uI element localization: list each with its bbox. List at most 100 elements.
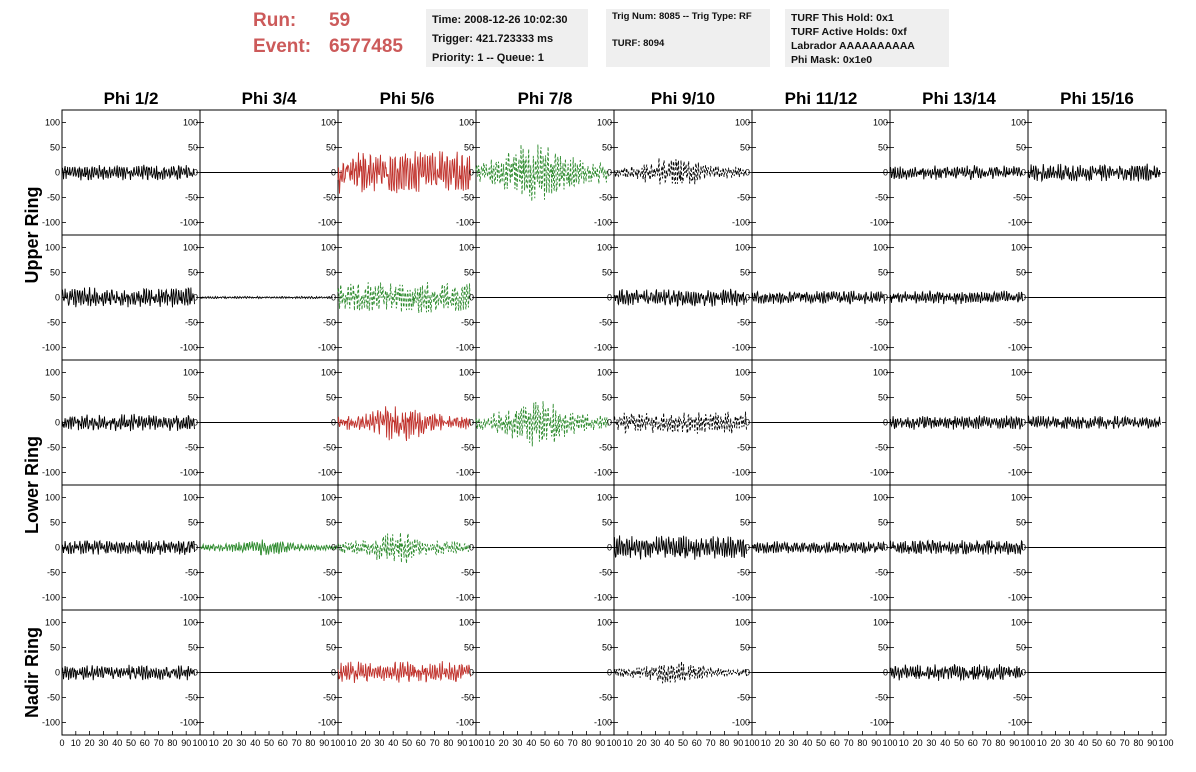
y-tick-label: -100 (42, 468, 60, 478)
column-label: Phi 11/12 (785, 89, 858, 108)
row-label: Lower Ring (22, 436, 42, 534)
y-tick-label: 0 (1021, 543, 1026, 553)
y-tick-label: 0 (55, 543, 60, 553)
y-tick-label: -100 (456, 218, 474, 228)
y-tick-label: -50 (875, 193, 888, 203)
x-tick-label: 40 (250, 738, 260, 748)
y-tick-label: -100 (42, 218, 60, 228)
y-tick-label: 0 (1021, 168, 1026, 178)
y-tick-label: -50 (1013, 693, 1026, 703)
y-tick-label: 50 (188, 518, 198, 528)
y-tick-label: 50 (602, 143, 612, 153)
waveform-trace (61, 413, 195, 432)
y-tick-label: 100 (321, 118, 336, 128)
turf-this-hold-text: TURF This Hold: 0x1 (791, 12, 894, 24)
y-tick-label: -50 (185, 568, 198, 578)
x-tick-label: 50 (816, 738, 826, 748)
turf-active-holds-text: TURF Active Holds: 0xf (791, 26, 907, 38)
x-tick-label: 40 (388, 738, 398, 748)
y-tick-label: 50 (326, 268, 336, 278)
y-tick-label: -100 (732, 218, 750, 228)
waveform-trace (613, 535, 747, 560)
y-tick-label: 100 (1011, 493, 1026, 503)
waveform-trace (889, 290, 1023, 305)
y-tick-label: -50 (461, 318, 474, 328)
x-tick-label: 50 (540, 738, 550, 748)
y-tick-label: 100 (459, 493, 474, 503)
y-tick-label: 100 (1011, 118, 1026, 128)
y-tick-label: -100 (42, 718, 60, 728)
y-tick-label: 0 (745, 668, 750, 678)
y-tick-label: 50 (878, 268, 888, 278)
x-tick-label: 10 (761, 738, 771, 748)
y-tick-label: -100 (594, 468, 612, 478)
y-tick-label: 100 (45, 368, 60, 378)
y-tick-label: 0 (331, 293, 336, 303)
y-tick-label: -100 (732, 343, 750, 353)
y-tick-label: 100 (873, 493, 888, 503)
y-tick-label: 0 (193, 543, 198, 553)
x-tick-label: 40 (112, 738, 122, 748)
x-tick-label: 60 (1106, 738, 1116, 748)
y-tick-label: 100 (183, 618, 198, 628)
y-tick-label: 0 (331, 668, 336, 678)
x-tick-label: 20 (499, 738, 509, 748)
y-tick-label: 50 (464, 643, 474, 653)
y-tick-label: -100 (318, 468, 336, 478)
y-tick-label: -50 (875, 568, 888, 578)
y-tick-label: 50 (326, 643, 336, 653)
y-tick-label: -50 (599, 443, 612, 453)
y-tick-label: 100 (873, 368, 888, 378)
y-tick-label: 50 (878, 143, 888, 153)
y-tick-label: 50 (50, 518, 60, 528)
y-tick-label: 0 (331, 418, 336, 428)
y-tick-label: -100 (594, 593, 612, 603)
y-tick-label: 0 (607, 293, 612, 303)
column-label: Phi 7/8 (518, 89, 573, 108)
y-tick-label: 50 (1016, 393, 1026, 403)
y-tick-label: 100 (735, 118, 750, 128)
column-label: Phi 3/4 (242, 89, 297, 108)
waveform-trace (200, 539, 339, 556)
y-tick-label: -50 (323, 568, 336, 578)
y-tick-label: 50 (1016, 268, 1026, 278)
waveform-trace (61, 287, 195, 308)
event-value: 6577485 (329, 36, 403, 57)
x-tick-label: 50 (402, 738, 412, 748)
y-tick-label: -100 (180, 593, 198, 603)
y-tick-label: 0 (607, 543, 612, 553)
waveform-trace (337, 532, 471, 564)
y-tick-label: 50 (50, 643, 60, 653)
panel-frame (475, 109, 615, 236)
y-tick-label: 0 (883, 668, 888, 678)
y-tick-label: 50 (188, 643, 198, 653)
y-tick-label: 100 (1011, 368, 1026, 378)
y-tick-label: 100 (597, 243, 612, 253)
y-tick-label: -100 (456, 468, 474, 478)
y-tick-label: 100 (735, 368, 750, 378)
y-tick-label: -50 (599, 193, 612, 203)
x-tick-label: 90 (457, 738, 467, 748)
y-tick-label: 100 (597, 493, 612, 503)
y-tick-label: 50 (464, 143, 474, 153)
y-tick-label: -100 (870, 593, 888, 603)
y-tick-label: -50 (461, 193, 474, 203)
y-tick-label: 50 (740, 518, 750, 528)
y-tick-label: 100 (321, 618, 336, 628)
column-label: Phi 9/10 (651, 89, 715, 108)
waveform-trace (61, 539, 195, 555)
y-tick-label: 50 (878, 643, 888, 653)
y-tick-label: 50 (464, 268, 474, 278)
x-tick-label: 70 (154, 738, 164, 748)
y-tick-label: -50 (323, 318, 336, 328)
x-tick-label: 50 (678, 738, 688, 748)
y-tick-label: 0 (745, 543, 750, 553)
x-tick-label: 10 (209, 738, 219, 748)
trig-num-text: Trig Num: 8085 -- Trig Type: RF (612, 11, 752, 22)
y-tick-label: -50 (737, 318, 750, 328)
waveform-trace (199, 295, 333, 300)
priority-text: Priority: 1 -- Queue: 1 (432, 52, 544, 64)
x-tick-label: 70 (1120, 738, 1130, 748)
y-tick-label: -50 (737, 693, 750, 703)
y-tick-label: -50 (599, 693, 612, 703)
